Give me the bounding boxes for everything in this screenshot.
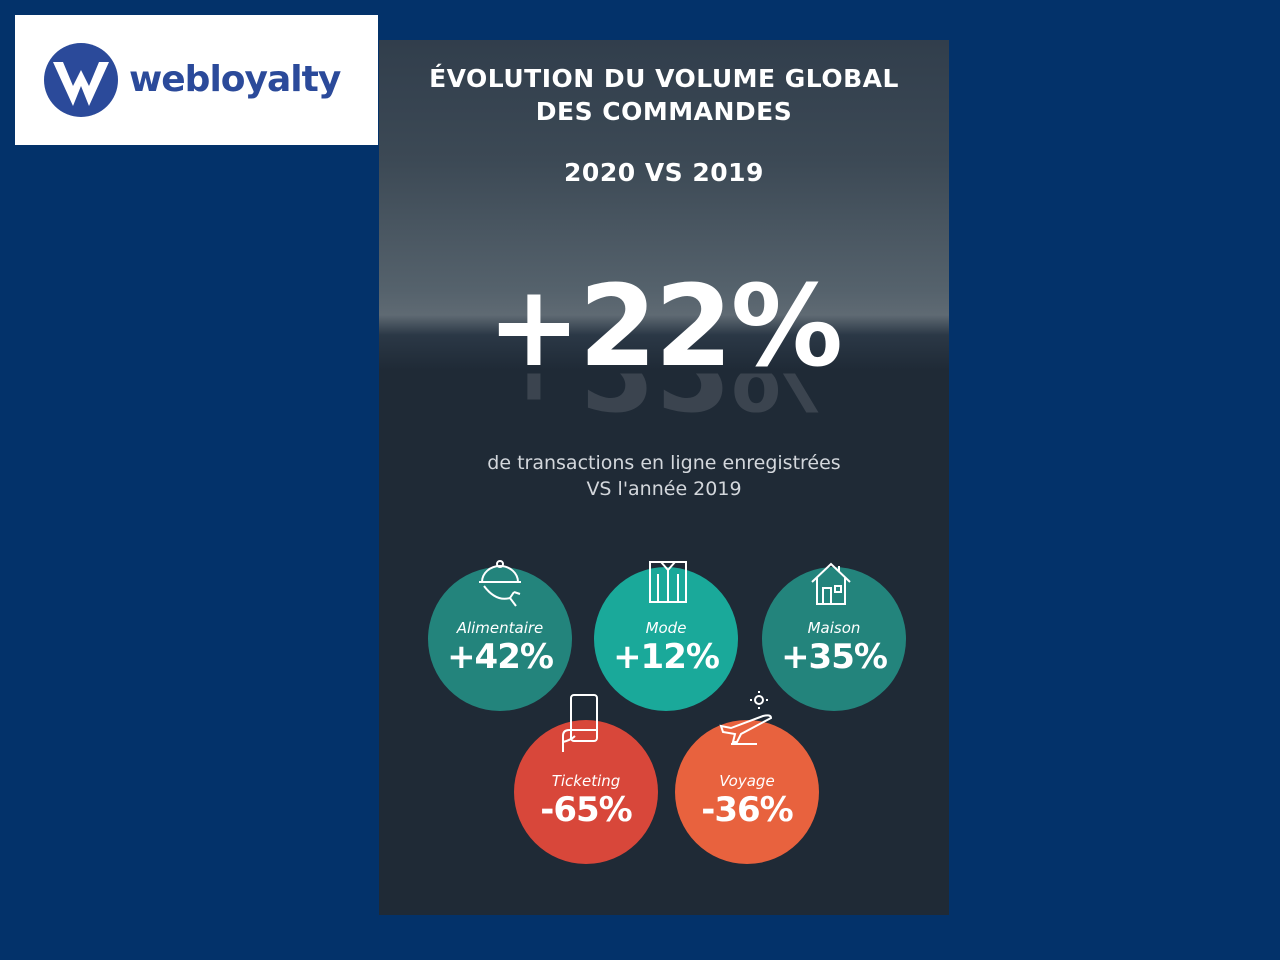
house-icon [809,560,853,606]
shirt-icon [646,558,690,606]
category-value: -36% [701,790,794,830]
logo-text: webloyalty [129,59,341,100]
infographic-subtitle: 2020 VS 2019 [564,158,764,187]
phone-hand-icon [559,692,603,756]
category-label: Maison [807,619,861,637]
webloyalty-w-logo-icon [44,43,118,117]
plane-sun-icon [717,690,779,748]
infographic-title: ÉVOLUTION DU VOLUME GLOBAL DES COMMANDES [379,62,949,128]
category-value: +42% [447,637,554,677]
category-circle-mode: Mode +12% [594,567,738,711]
headline-description: de transactions en ligne enregistrées VS… [379,450,949,502]
title-line-1: ÉVOLUTION DU VOLUME GLOBAL [429,64,899,93]
category-label: Mode [645,619,687,637]
title-line-2: DES COMMANDES [535,97,793,126]
category-value: +35% [781,637,888,677]
category-value: +12% [613,637,720,677]
description-line-2: VS l'année 2019 [586,478,742,500]
headline-percentage: +22% [487,262,843,392]
category-label: Alimentaire [456,619,544,637]
category-label: Ticketing [551,772,621,790]
description-line-1: de transactions en ligne enregistrées [487,452,841,474]
category-value: -65% [540,790,633,830]
category-circle-ticketing: Ticketing -65% [514,720,658,864]
category-label: Voyage [719,772,775,790]
cloche-hand-icon [476,558,524,612]
category-circle-alimentaire: Alimentaire +42% [428,567,572,711]
infographic-card: ÉVOLUTION DU VOLUME GLOBAL DES COMMANDES… [379,40,949,915]
logo-panel: webloyalty [15,15,378,145]
